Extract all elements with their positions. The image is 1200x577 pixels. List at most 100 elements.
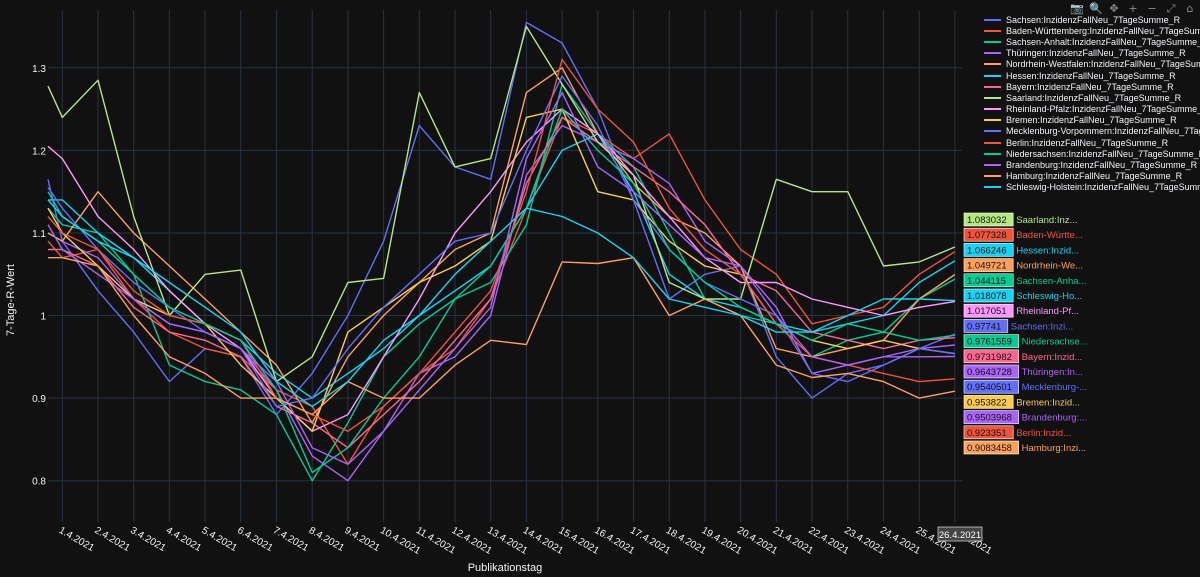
x-tick-label: 1.4.2021 — [57, 525, 97, 554]
legend-label: Bremen:InzidenzFallNeu_7TageSumme_R — [1006, 115, 1177, 125]
legend-swatch — [984, 86, 1001, 88]
legend-label: Berlin:InzidenzFallNeu_7TageSumme_R — [1006, 138, 1168, 148]
y-tick-label: 1.3 — [32, 64, 46, 75]
legend-label: Thüringen:InzidenzFallNeu_7TageSumme_R — [1006, 48, 1186, 58]
x-tick-label: 7.4.2021 — [271, 525, 311, 554]
y-tick-label: 1.1 — [32, 229, 46, 240]
hover-series-name: Bayern:Inzid... — [1022, 352, 1083, 363]
legend-swatch — [984, 41, 1001, 43]
legend-item[interactable]: Sachsen-Anhalt:InzidenzFallNeu_7TageSumm… — [984, 36, 1200, 47]
y-tick-label: 0.8 — [32, 477, 46, 488]
x-tick-label: 3.4.2021 — [128, 525, 168, 554]
legend-swatch — [984, 108, 1001, 110]
legend-swatch — [984, 142, 1001, 144]
series-line — [48, 117, 955, 464]
legend-item[interactable]: Brandenburg:InzidenzFallNeu_7TageSumme_R — [984, 159, 1200, 170]
hover-value: 1.077328 — [967, 230, 1007, 241]
legend: Sachsen:InzidenzFallNeu_7TageSumme_R Bade… — [984, 14, 1200, 193]
x-axis-ticks: 1.4.20212.4.20213.4.20214.4.20215.4.2021… — [57, 525, 994, 557]
series-line — [48, 93, 955, 465]
legend-item[interactable]: Bremen:InzidenzFallNeu_7TageSumme_R — [984, 115, 1200, 126]
legend-label: Brandenburg:InzidenzFallNeu_7TageSumme_R — [1006, 160, 1197, 170]
hover-value: 0.9731982 — [967, 352, 1012, 363]
legend-swatch — [984, 164, 1001, 166]
hover-value: 0.9540501 — [967, 382, 1012, 393]
hover-value: 1.044115 — [967, 276, 1006, 287]
hover-series-name: Berlin:Inzid... — [1016, 428, 1071, 439]
legend-item[interactable]: Nordrhein-Westfalen:InzidenzFallNeu_7Tag… — [984, 59, 1200, 70]
legend-label: Saarland:InzidenzFallNeu_7TageSumme_R — [1006, 93, 1181, 103]
legend-item[interactable]: Hamburg:InzidenzFallNeu_7TageSumme_R — [984, 171, 1200, 182]
legend-swatch — [984, 97, 1001, 99]
legend-swatch — [984, 63, 1001, 65]
y-tick-label: 1.2 — [32, 146, 46, 157]
hover-value: 1.018078 — [967, 291, 1007, 302]
legend-item[interactable]: Hessen:InzidenzFallNeu_7TageSumme_R — [984, 70, 1200, 81]
legend-item[interactable]: Niedersachsen:InzidenzFallNeu_7TageSumme… — [984, 148, 1200, 159]
x-axis-title: Publikationstag — [468, 562, 543, 574]
legend-item[interactable]: Sachsen:InzidenzFallNeu_7TageSumme_R — [984, 14, 1200, 25]
series-line — [48, 76, 955, 406]
hover-value: 0.953822 — [967, 397, 1007, 408]
hover-series-name: Sachsen:Inzi... — [1011, 321, 1073, 332]
legend-label: Mecklenburg-Vorpommern:InzidenzFallNeu_7… — [1006, 126, 1200, 136]
legend-item[interactable]: Schleswig-Holstein:InzidenzFallNeu_7Tage… — [984, 182, 1200, 193]
x-tick-label: 2.4.2021 — [92, 525, 132, 554]
y-tick-label: 1 — [40, 312, 46, 323]
series-lines — [48, 22, 955, 480]
legend-swatch — [984, 186, 1001, 188]
legend-item[interactable]: Baden-Württemberg:InzidenzFallNeu_7TageS… — [984, 25, 1200, 36]
legend-label: Sachsen:InzidenzFallNeu_7TageSumme_R — [1006, 15, 1180, 25]
hover-value: 0.9643728 — [967, 367, 1012, 378]
x-tick-label: 4.4.2021 — [164, 525, 204, 554]
hover-value: 0.9761559 — [967, 337, 1012, 348]
y-tick-label: 0.9 — [32, 394, 46, 405]
hover-value: 1.017051 — [967, 306, 1007, 317]
legend-label: Sachsen-Anhalt:InzidenzFallNeu_7TageSumm… — [1006, 37, 1200, 47]
legend-item[interactable]: Thüringen:InzidenzFallNeu_7TageSumme_R — [984, 48, 1200, 59]
hover-series-name: Mecklenburg-... — [1022, 382, 1087, 393]
legend-label: Nordrhein-Westfalen:InzidenzFallNeu_7Tag… — [1006, 59, 1200, 69]
hover-labels: 1.083032 Saarland:Inz...1.077328 Baden-Wür… — [964, 213, 1088, 454]
hover-series-name: Niedersachse... — [1022, 337, 1088, 348]
legend-swatch — [984, 75, 1001, 77]
y-axis-ticks: 0.8 0.9 1 1.1 1.2 1.3 — [32, 64, 46, 488]
hover-value: 0.923351 — [967, 428, 1007, 439]
hover-value: 1.049721 — [967, 261, 1007, 272]
legend-item[interactable]: Berlin:InzidenzFallNeu_7TageSumme_R — [984, 137, 1200, 148]
legend-label: Baden-Württemberg:InzidenzFallNeu_7TageS… — [1006, 26, 1200, 36]
legend-swatch — [984, 119, 1001, 121]
legend-label: Niedersachsen:InzidenzFallNeu_7TageSumme… — [1006, 149, 1200, 159]
legend-label: Schleswig-Holstein:InzidenzFallNeu_7Tage… — [1006, 182, 1200, 192]
legend-item[interactable]: Bayern:InzidenzFallNeu_7TageSumme_R — [984, 81, 1200, 92]
hover-series-name: Rheinland-Pf... — [1016, 306, 1079, 317]
gridlines — [48, 10, 962, 522]
hover-series-name: Brandenburg:... — [1022, 413, 1088, 424]
hover-value: 0.97741 — [967, 321, 1001, 332]
legend-label: Hessen:InzidenzFallNeu_7TageSumme_R — [1006, 71, 1176, 81]
hover-series-name: Baden-Württe... — [1016, 230, 1083, 241]
x-tick-label: 5.4.2021 — [200, 525, 240, 554]
hover-value: 1.083032 — [967, 215, 1007, 226]
hover-x-value: 26.4.2021 — [939, 530, 981, 541]
series-line — [48, 84, 955, 480]
series-line — [48, 109, 955, 472]
x-tick-label: 9.4.2021 — [342, 525, 382, 554]
legend-swatch — [984, 30, 1001, 32]
legend-item[interactable]: Rheinland-Pfalz:InzidenzFallNeu_7TageSum… — [984, 104, 1200, 115]
legend-item[interactable]: Mecklenburg-Vorpommern:InzidenzFallNeu_7… — [984, 126, 1200, 137]
hover-series-name: Thüringen:In... — [1022, 367, 1083, 378]
legend-swatch — [984, 19, 1001, 21]
hover-x-label: 26.4.2021 — [938, 527, 982, 541]
hover-series-name: Bremen:Inzid... — [1016, 397, 1080, 408]
x-tick-label: 11.4.2021 — [414, 525, 458, 557]
hover-series-name: Schleswig-Ho... — [1016, 291, 1082, 302]
series-line — [48, 126, 955, 481]
legend-label: Bayern:InzidenzFallNeu_7TageSumme_R — [1006, 82, 1174, 92]
legend-swatch — [984, 153, 1001, 155]
legend-label: Hamburg:InzidenzFallNeu_7TageSumme_R — [1006, 171, 1182, 181]
hover-value: 0.9083458 — [967, 443, 1012, 454]
legend-label: Rheinland-Pfalz:InzidenzFallNeu_7TageSum… — [1006, 104, 1200, 114]
hover-series-name: Sachsen-Anha... — [1016, 276, 1086, 287]
legend-item[interactable]: Saarland:InzidenzFallNeu_7TageSumme_R — [984, 92, 1200, 103]
